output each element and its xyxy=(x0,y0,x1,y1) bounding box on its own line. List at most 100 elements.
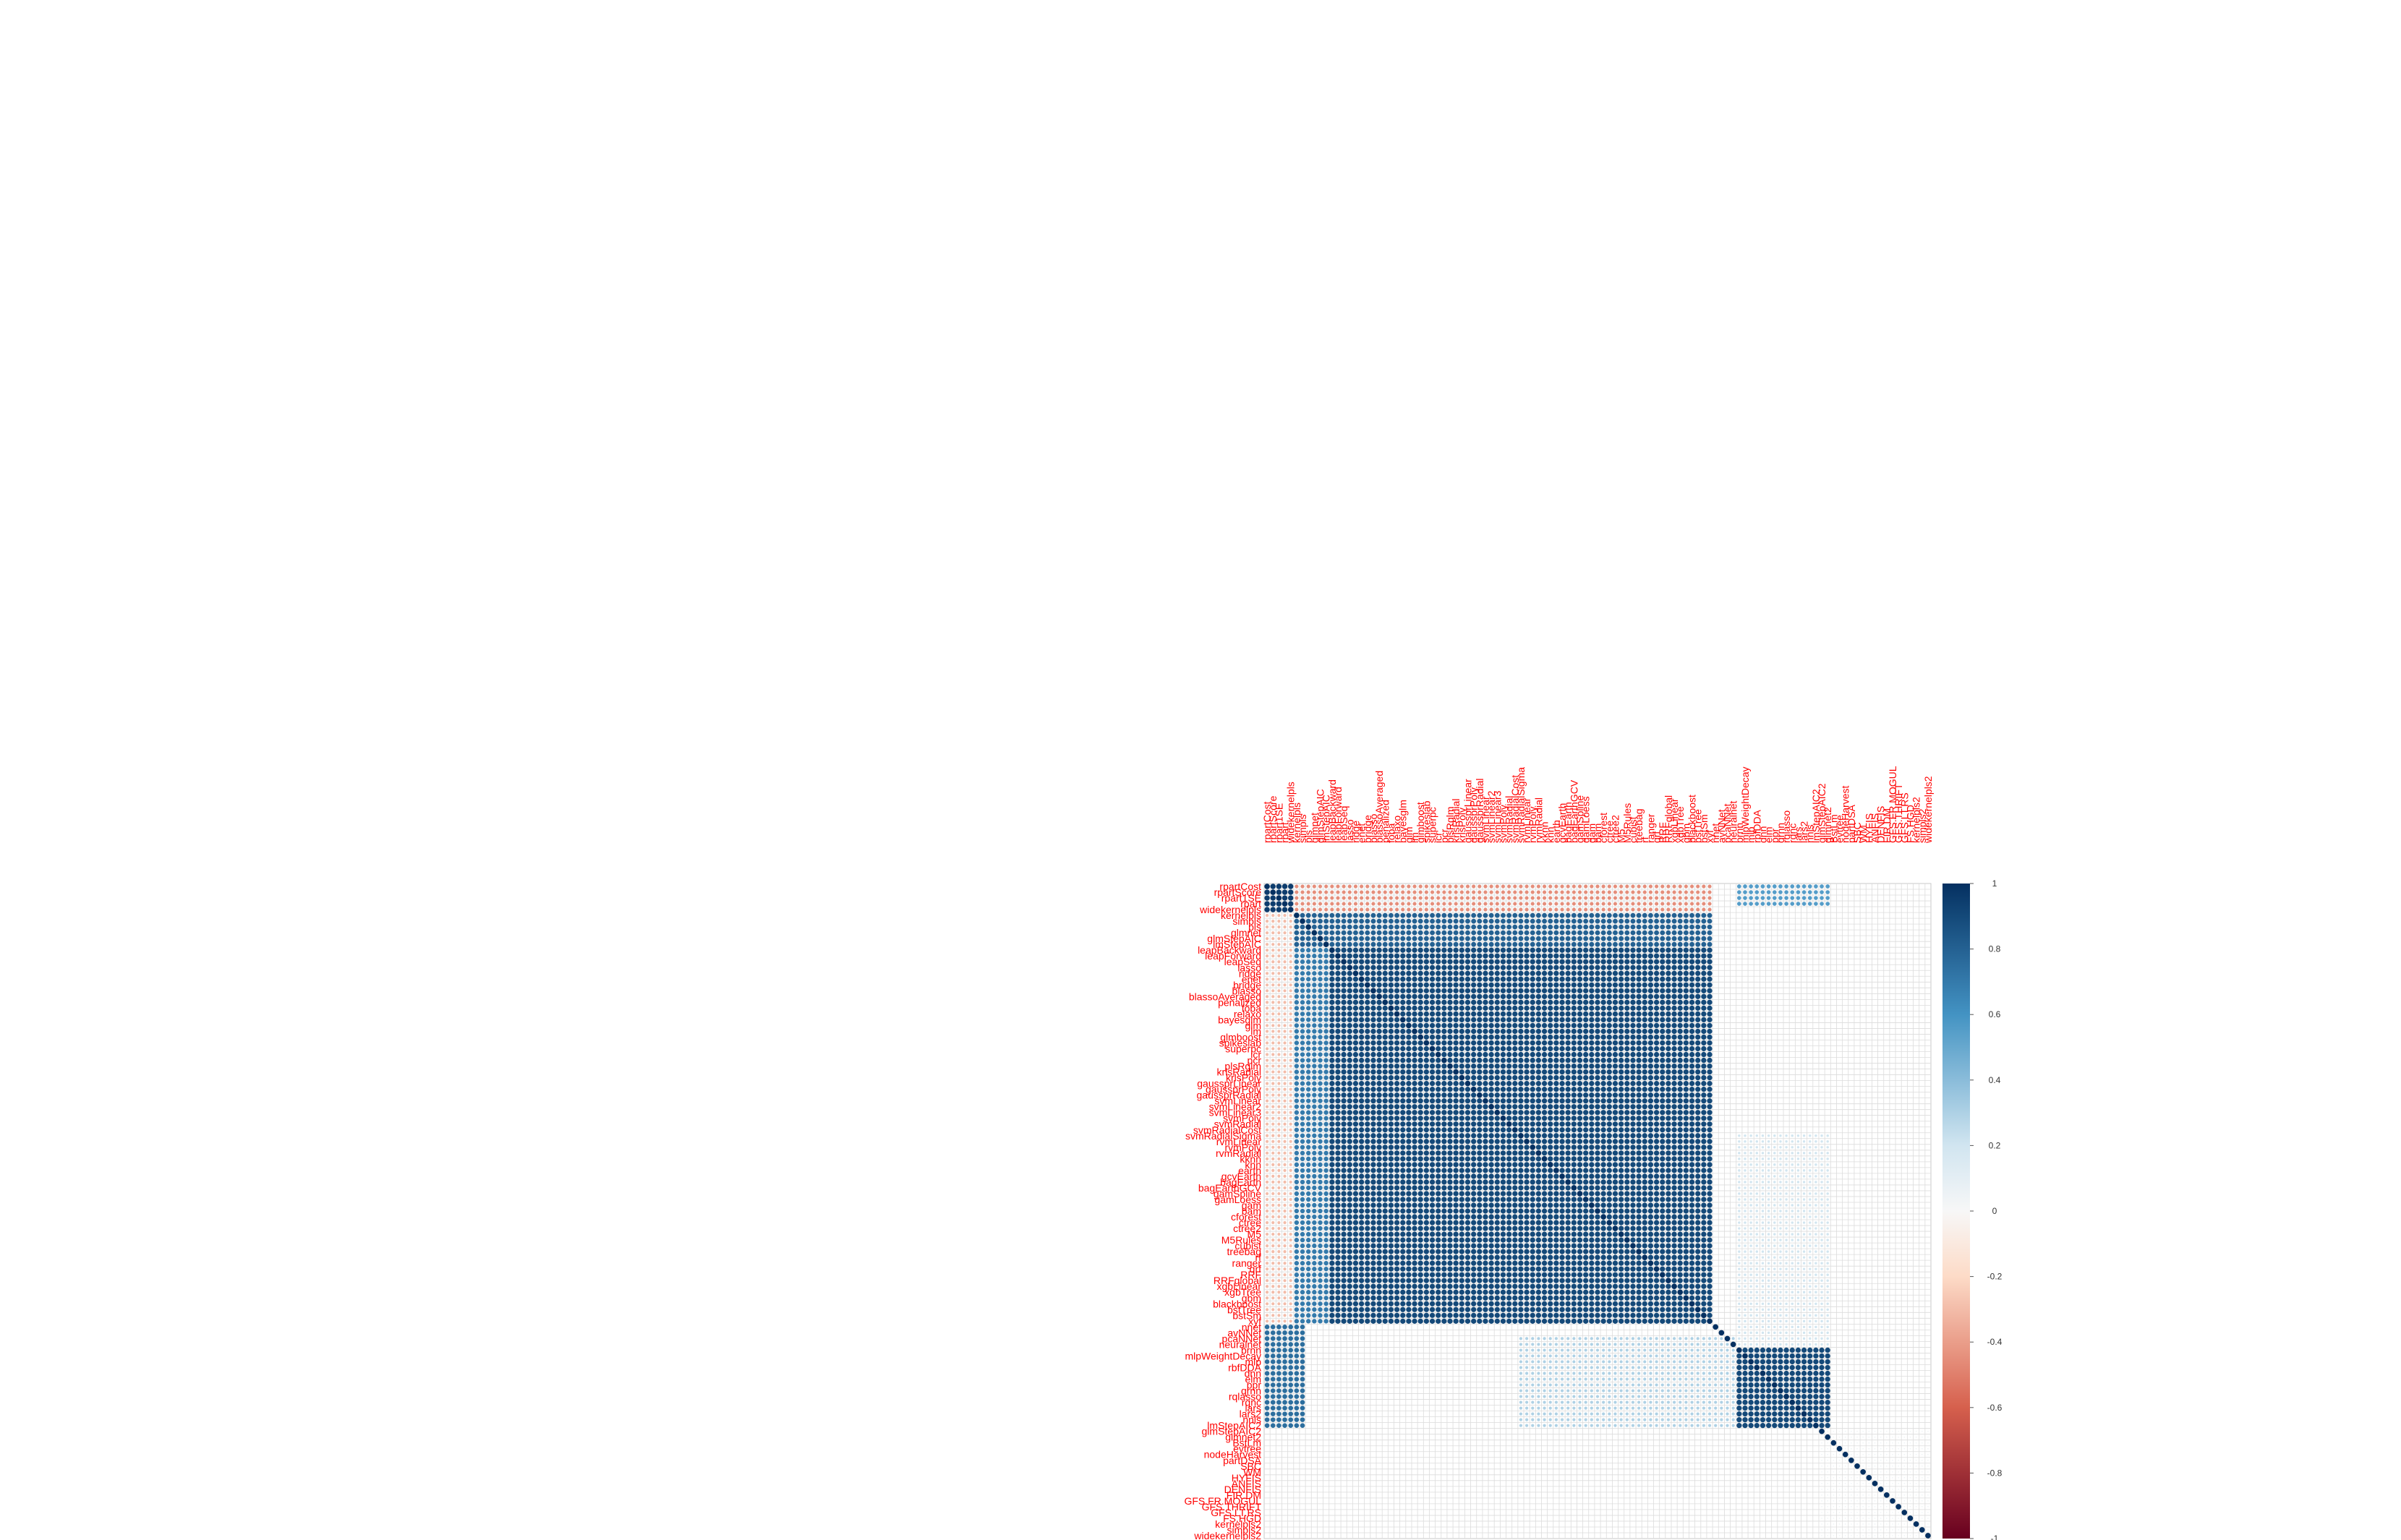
correlation-cell xyxy=(1436,912,1441,918)
correlation-cell xyxy=(1453,930,1459,936)
correlation-cell xyxy=(1300,1000,1305,1005)
correlation-cell xyxy=(1265,995,1269,998)
correlation-cell xyxy=(1271,1041,1275,1045)
correlation-cell xyxy=(1553,1104,1559,1110)
correlation-cell xyxy=(1571,1133,1577,1139)
correlation-cell xyxy=(1802,1210,1806,1212)
correlation-cell xyxy=(1412,1145,1417,1150)
correlation-cell xyxy=(1660,982,1666,988)
correlation-cell xyxy=(1548,1214,1553,1220)
correlation-cell xyxy=(1312,907,1316,912)
correlation-cell xyxy=(1347,912,1352,918)
correlation-cell xyxy=(1518,1063,1524,1069)
correlation-cell xyxy=(1453,1040,1459,1046)
correlation-cell xyxy=(1341,1045,1347,1052)
correlation-cell xyxy=(1595,1028,1600,1035)
correlation-cell xyxy=(1738,1181,1741,1184)
correlation-cell xyxy=(1401,907,1405,912)
correlation-cell xyxy=(1701,976,1707,982)
correlation-cell xyxy=(1329,1202,1335,1208)
correlation-cell xyxy=(1500,1005,1506,1011)
correlation-cell xyxy=(1779,1215,1782,1218)
correlation-cell xyxy=(1441,988,1447,993)
correlation-cell xyxy=(1507,890,1511,894)
correlation-cell xyxy=(1318,1011,1323,1017)
correlation-cell xyxy=(1389,884,1393,889)
correlation-cell xyxy=(1666,1173,1671,1179)
correlation-cell xyxy=(1429,982,1436,988)
correlation-cell xyxy=(1589,1127,1595,1133)
correlation-cell xyxy=(1323,918,1329,924)
correlation-cell xyxy=(1376,1185,1382,1191)
correlation-cell xyxy=(1359,1156,1365,1162)
correlation-cell xyxy=(1647,1139,1654,1145)
correlation-cell xyxy=(1755,1181,1759,1184)
correlation-cell xyxy=(1300,977,1305,982)
correlation-cell xyxy=(1683,1034,1689,1040)
correlation-cell xyxy=(1595,1191,1600,1197)
correlation-cell xyxy=(1689,1005,1695,1011)
correlation-cell xyxy=(1488,947,1494,953)
correlation-cell xyxy=(1382,964,1388,970)
correlation-cell xyxy=(1388,1022,1394,1029)
correlation-cell xyxy=(1707,1057,1713,1064)
correlation-cell xyxy=(1376,982,1382,988)
correlation-cell xyxy=(1506,1116,1512,1121)
correlation-cell xyxy=(1488,1017,1494,1023)
correlation-cell xyxy=(1577,1202,1583,1208)
correlation-cell xyxy=(1671,964,1677,970)
correlation-cell xyxy=(1689,890,1694,894)
correlation-cell xyxy=(1341,1080,1347,1087)
correlation-cell xyxy=(1341,1092,1347,1098)
correlation-cell xyxy=(1429,1080,1436,1087)
correlation-cell xyxy=(1341,936,1347,941)
correlation-cell xyxy=(1647,999,1654,1005)
correlation-cell xyxy=(1300,1092,1305,1098)
correlation-cell xyxy=(1494,1034,1500,1040)
correlation-cell xyxy=(1541,1133,1548,1139)
correlation-cell xyxy=(1495,884,1499,889)
correlation-cell xyxy=(1500,1110,1506,1116)
correlation-cell xyxy=(1494,1150,1500,1156)
correlation-cell xyxy=(1507,896,1511,900)
correlation-cell xyxy=(1423,930,1429,936)
correlation-cell xyxy=(1695,1185,1701,1191)
correlation-cell xyxy=(1265,978,1269,981)
correlation-cell xyxy=(1388,1011,1394,1017)
correlation-cell xyxy=(1335,1156,1341,1162)
correlation-cell xyxy=(1600,1121,1606,1127)
correlation-cell xyxy=(1606,947,1612,953)
correlation-cell xyxy=(1743,890,1747,894)
correlation-cell xyxy=(1464,1005,1471,1011)
correlation-cell xyxy=(1666,1185,1671,1191)
correlation-cell xyxy=(1826,1175,1829,1178)
correlation-cell xyxy=(1483,1069,1488,1075)
correlation-cell xyxy=(1647,1162,1654,1168)
correlation-cell xyxy=(1595,1162,1600,1168)
correlation-cell xyxy=(1359,1220,1365,1225)
correlation-cell xyxy=(1376,1005,1382,1011)
correlation-cell xyxy=(1388,1191,1394,1197)
correlation-cell xyxy=(1376,999,1382,1005)
correlation-cell xyxy=(1642,999,1647,1005)
correlation-cell xyxy=(1653,1110,1660,1116)
correlation-cell xyxy=(1785,1140,1788,1143)
correlation-cell xyxy=(1447,976,1453,982)
correlation-cell xyxy=(1388,1173,1394,1179)
correlation-cell xyxy=(1394,1156,1400,1162)
correlation-cell xyxy=(1265,1134,1269,1137)
correlation-cell xyxy=(1761,1163,1765,1166)
correlation-cell xyxy=(1707,890,1712,894)
correlation-cell xyxy=(1684,907,1688,912)
correlation-cell xyxy=(1436,1087,1441,1092)
correlation-cell xyxy=(1289,966,1292,970)
correlation-cell xyxy=(1265,925,1269,929)
correlation-cell xyxy=(1571,1173,1577,1179)
correlation-cell xyxy=(1559,1116,1565,1121)
correlation-cell xyxy=(1318,1040,1323,1045)
correlation-cell xyxy=(1359,1034,1365,1040)
correlation-cell xyxy=(1606,1069,1612,1075)
correlation-cell xyxy=(1464,1110,1471,1116)
correlation-cell xyxy=(1619,1022,1624,1029)
correlation-cell xyxy=(1541,993,1548,999)
